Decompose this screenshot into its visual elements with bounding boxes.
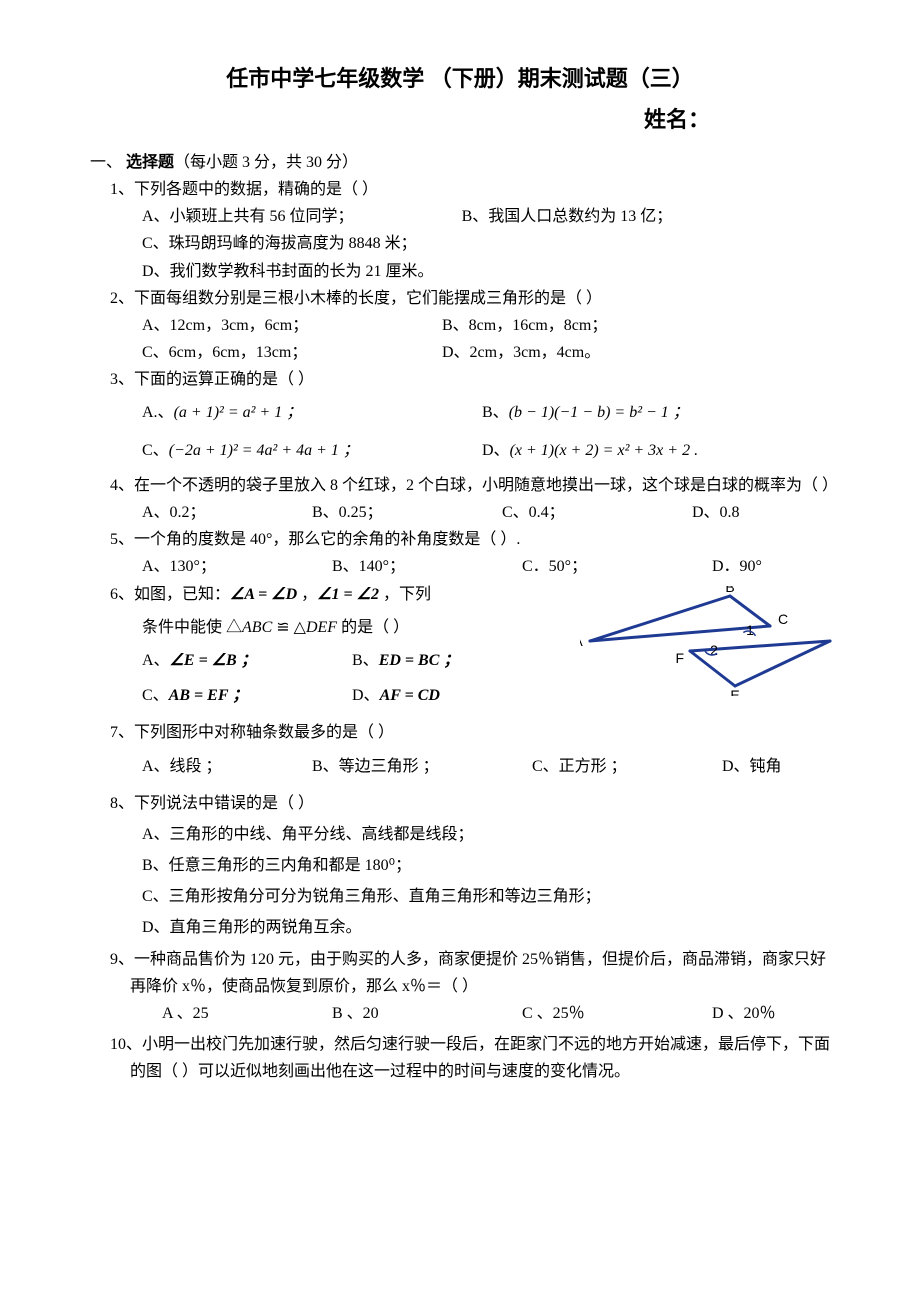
q6-opt-c: C、AB = EF ；	[142, 682, 312, 709]
q4-opt-b: B、0.25；	[312, 499, 462, 526]
q6-opt-a: A、∠E = ∠B ；	[142, 647, 312, 674]
svg-text:C: C	[778, 611, 788, 627]
q7-opt-d: D、钝角	[722, 753, 782, 780]
q9-opt-b: B 、20	[332, 1000, 482, 1027]
q3-opt-d: D、(x + 1)(x + 2) = x² + 3x + 2 .	[482, 437, 698, 464]
name-label: 姓名：	[90, 101, 830, 138]
q5-opt-a: A、130°；	[142, 553, 292, 580]
q3-opt-a: A.、(a + 1)² = a² + 1 ；	[142, 399, 442, 426]
q2-opt-c: C、6cm，6cm，13cm；	[142, 339, 402, 366]
question-3: 3、下面的运算正确的是（ ）	[110, 366, 830, 393]
q5-opt-d: D．90°	[712, 553, 762, 580]
q4-opt-c: C、0.4；	[502, 499, 652, 526]
q3-opt-b: B、(b − 1)(−1 − b) = b² − 1 ；	[482, 399, 689, 426]
q8-opt-c: C、三角形按角分可分为锐角三角形、直角三角形和等边三角形；	[142, 883, 830, 910]
question-8: 8、下列说法中错误的是（ ）	[110, 790, 830, 817]
section-prefix: 一、	[90, 154, 122, 171]
q6-opt-b: B、ED = BC ；	[352, 647, 459, 674]
question-2: 2、下面每组数分别是三根小木棒的长度，它们能摆成三角形的是（ ）	[110, 285, 830, 312]
svg-text:E: E	[730, 687, 739, 696]
section-suffix: （每小题 3 分，共 30 分）	[174, 154, 358, 171]
q9-options: A 、25 B 、20 C 、25％ D 、20％	[162, 1000, 830, 1027]
section-1-header: 一、 选择题（每小题 3 分，共 30 分）	[90, 149, 830, 176]
q7-opt-a: A、线段 ；	[142, 753, 272, 780]
q5-opt-b: B、140°；	[332, 553, 482, 580]
q2-opt-b: B、8cm，16cm，8cm；	[442, 312, 607, 339]
question-4: 4、在一个不透明的袋子里放入 8 个红球，2 个白球，小明随意地摸出一球，这个球…	[110, 472, 830, 499]
q2-opt-a: A、12cm，3cm，6cm；	[142, 312, 402, 339]
q5-options: A、130°； B、140°； C．50°； D．90°	[142, 553, 830, 580]
q8-opt-a: A、三角形的中线、角平分线、高线都是线段；	[142, 821, 830, 848]
page-title: 任市中学七年级数学 （下册）期末测试题（三）	[90, 60, 830, 97]
q5-opt-c: C．50°；	[522, 553, 672, 580]
svg-text:B: B	[725, 586, 734, 595]
q8-opt-d: D、直角三角形的两锐角互余。	[142, 914, 830, 941]
q1-opt-c: C、珠玛朗玛峰的海拔高度为 8848 米；	[142, 230, 830, 257]
q1-opt-b: B、我国人口总数约为 13 亿；	[462, 203, 673, 230]
q2-options: A、12cm，3cm，6cm； B、8cm，16cm，8cm； C、6cm，6c…	[142, 312, 830, 366]
svg-text:A: A	[580, 633, 583, 649]
q7-opt-b: B、等边三角形 ；	[312, 753, 492, 780]
question-10: 10、小明一出校门先加速行驶，然后匀速行驶一段后，在距家门不远的地方开始减速，最…	[110, 1031, 830, 1085]
q4-opt-a: A、0.2；	[142, 499, 272, 526]
svg-text:1: 1	[746, 622, 754, 638]
q8-options: A、三角形的中线、角平分线、高线都是线段； B、任意三角形的三内角和都是 180…	[142, 821, 830, 942]
question-1: 1、下列各题中的数据，精确的是（ ）	[110, 176, 830, 203]
question-9: 9、一种商品售价为 120 元，由于购买的人多，商家便提价 25％销售，但提价后…	[110, 946, 830, 1000]
q3-options: A.、(a + 1)² = a² + 1 ； B、(b − 1)(−1 − b)…	[142, 399, 830, 463]
q1-opt-d: D、我们数学教科书封面的长为 21 厘米。	[142, 258, 830, 285]
q4-options: A、0.2； B、0.25； C、0.4； D、0.8	[142, 499, 830, 526]
svg-text:F: F	[675, 650, 684, 666]
question-7: 7、下列图形中对称轴条数最多的是（ ）	[110, 719, 830, 746]
section-title: 选择题	[126, 154, 174, 171]
q6-figure: ABCDEF12	[580, 586, 840, 696]
question-5: 5、一个角的度数是 40°，那么它的余角的补角度数是（ ）.	[110, 526, 830, 553]
q4-opt-d: D、0.8	[692, 499, 740, 526]
q9-opt-d: D 、20％	[712, 1000, 776, 1027]
q9-opt-c: C 、25％	[522, 1000, 672, 1027]
q8-opt-b: B、任意三角形的三内角和都是 180⁰；	[142, 852, 830, 879]
q6-opt-d: D、AF = CD	[352, 682, 440, 709]
q7-options: A、线段 ； B、等边三角形 ； C、正方形 ； D、钝角	[142, 753, 830, 780]
q1-opt-a: A、小颖班上共有 56 位同学；	[142, 203, 354, 230]
question-6-wrap: 6、如图，已知：∠A = ∠D ，∠1 = ∠2 ，下列 条件中能使 △ABC …	[90, 581, 830, 710]
q1-options: A、小颖班上共有 56 位同学； B、我国人口总数约为 13 亿； C、珠玛朗玛…	[142, 203, 830, 285]
q9-opt-a: A 、25	[162, 1000, 292, 1027]
q3-opt-c: C、(−2a + 1)² = 4a² + 4a + 1 ；	[142, 437, 442, 464]
q2-opt-d: D、2cm，3cm，4cm。	[442, 339, 600, 366]
q7-opt-c: C、正方形 ；	[532, 753, 682, 780]
